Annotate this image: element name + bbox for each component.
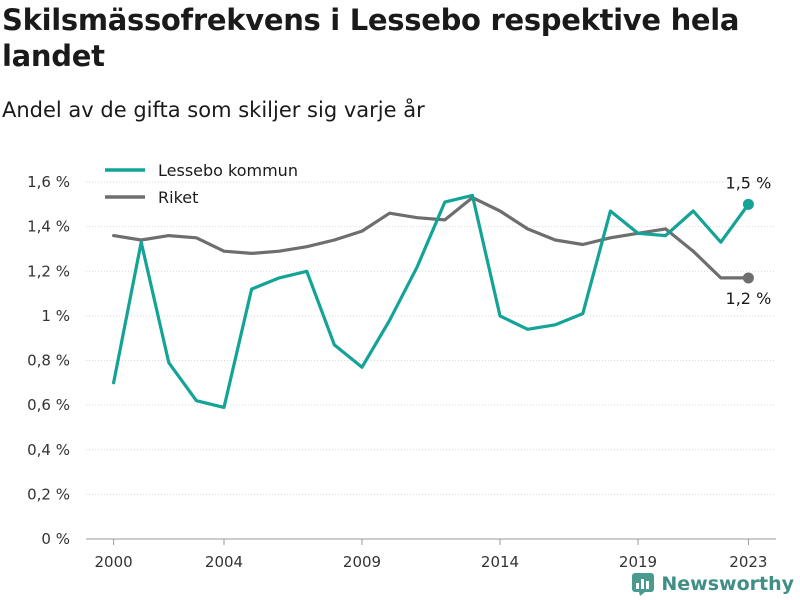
newsworthy-logo: Newsworthy — [631, 572, 794, 596]
y-axis: 0 % 0,2 % 0,4 % 0,6 % 0,8 % 1 % 1,2 % 1,4 % 1,6 … — [27, 173, 70, 548]
y-tick-label: 1,2 % — [27, 262, 70, 280]
legend: Lessebo kommun Riket — [105, 161, 298, 207]
newsworthy-logo-icon — [632, 573, 655, 596]
x-tick-label: 2014 — [481, 553, 519, 571]
y-tick-label: 1,4 % — [27, 218, 70, 236]
y-tick-label: 1,6 % — [27, 173, 70, 191]
end-label-lessebo: 1,5 % — [726, 173, 772, 192]
brand-name: Newsworthy — [661, 573, 794, 595]
y-tick-label: 0 % — [41, 530, 70, 548]
x-tick-label: 2009 — [343, 553, 381, 571]
end-labels: 1,5 % 1,2 % — [726, 173, 772, 308]
x-tick-label: 2023 — [729, 553, 767, 571]
end-point-lessebo — [742, 198, 754, 210]
gridlines — [86, 181, 776, 540]
x-tick-label: 2000 — [95, 553, 133, 571]
y-tick-label: 1 % — [41, 307, 70, 325]
chart-subtitle: Andel av de gifta som skiljer sig varje … — [2, 98, 425, 122]
legend-label-lessebo: Lessebo kommun — [158, 161, 298, 180]
series-line-lessebo — [111, 193, 751, 409]
x-axis: 2000 2004 2009 2014 2019 2023 — [95, 539, 767, 571]
y-tick-label: 0,2 % — [27, 485, 70, 503]
end-label-riket: 1,2 % — [726, 289, 772, 308]
legend-label-riket: Riket — [158, 188, 198, 207]
end-point-riket — [742, 272, 754, 284]
series-group — [111, 193, 754, 409]
y-tick-label: 0,8 % — [27, 352, 70, 370]
chart-title: Skilsmässofrekvens i Lessebo respektive … — [2, 3, 740, 73]
x-tick-label: 2019 — [619, 553, 657, 571]
x-tick-label: 2004 — [205, 553, 243, 571]
y-tick-label: 0,4 % — [27, 441, 70, 459]
y-tick-label: 0,6 % — [27, 396, 70, 414]
